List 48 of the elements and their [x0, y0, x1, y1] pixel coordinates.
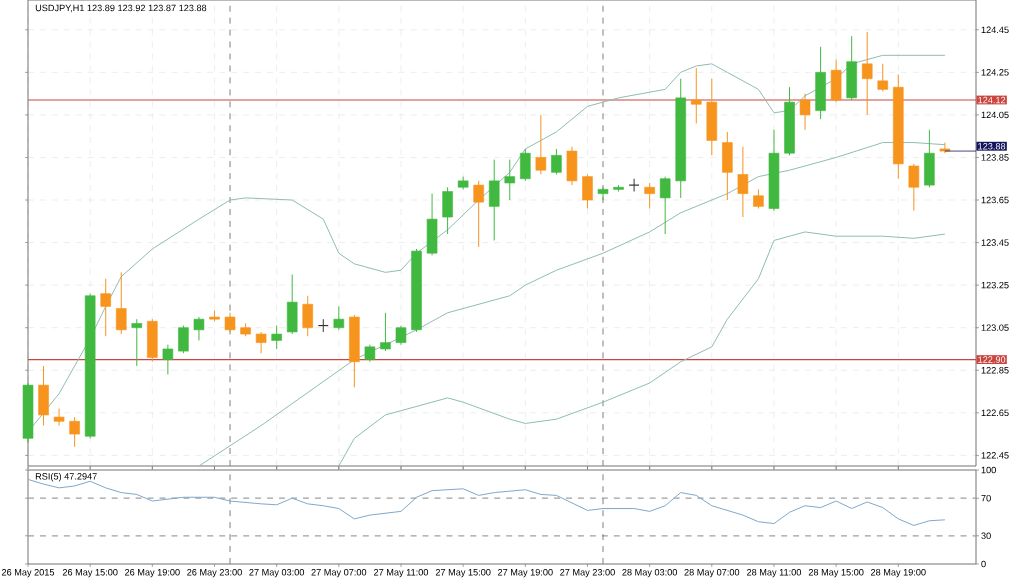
candlestick — [38, 365, 49, 427]
candlestick — [426, 193, 438, 256]
candlestick — [100, 278, 111, 337]
candlestick — [753, 188, 764, 210]
candlestick — [924, 129, 935, 188]
candlestick — [286, 273, 298, 335]
candlestick — [504, 159, 516, 201]
candlestick — [69, 416, 80, 448]
candlestick — [597, 186, 609, 201]
candlestick — [349, 314, 360, 388]
candlestick — [659, 176, 671, 235]
candlestick — [566, 146, 578, 186]
candlestick — [551, 148, 562, 175]
candlestick — [53, 408, 65, 427]
candlestick — [908, 163, 920, 212]
candlestick — [115, 271, 127, 335]
candlestick — [815, 46, 826, 120]
candlestick — [255, 331, 267, 354]
candlestick — [131, 318, 143, 367]
line-series — [338, 231, 946, 467]
candlestick — [644, 182, 655, 210]
candlestick — [473, 180, 484, 248]
candlestick — [830, 59, 842, 103]
candlestick — [488, 159, 500, 241]
candlestick — [799, 93, 811, 131]
candlestick — [861, 31, 873, 116]
line-series — [198, 142, 946, 467]
candlestick — [582, 173, 593, 210]
candlestick — [520, 148, 531, 182]
candlestick — [706, 78, 718, 156]
candlestick — [877, 63, 889, 92]
candlestick — [224, 312, 236, 333]
candlestick — [302, 295, 314, 337]
candlestick — [442, 186, 453, 235]
candlestick — [333, 305, 345, 331]
candlestick — [380, 312, 391, 352]
candlestick — [395, 325, 407, 346]
candlestick — [147, 318, 158, 363]
candlestick — [722, 131, 733, 201]
candlestick — [690, 67, 702, 124]
candlestick — [193, 316, 205, 341]
candlestick — [846, 35, 857, 101]
candlestick — [628, 178, 640, 192]
candlestick — [271, 325, 282, 350]
candlestick — [535, 114, 547, 175]
candlestick — [162, 344, 174, 375]
candlestick — [737, 146, 749, 218]
candlestick — [178, 325, 189, 354]
